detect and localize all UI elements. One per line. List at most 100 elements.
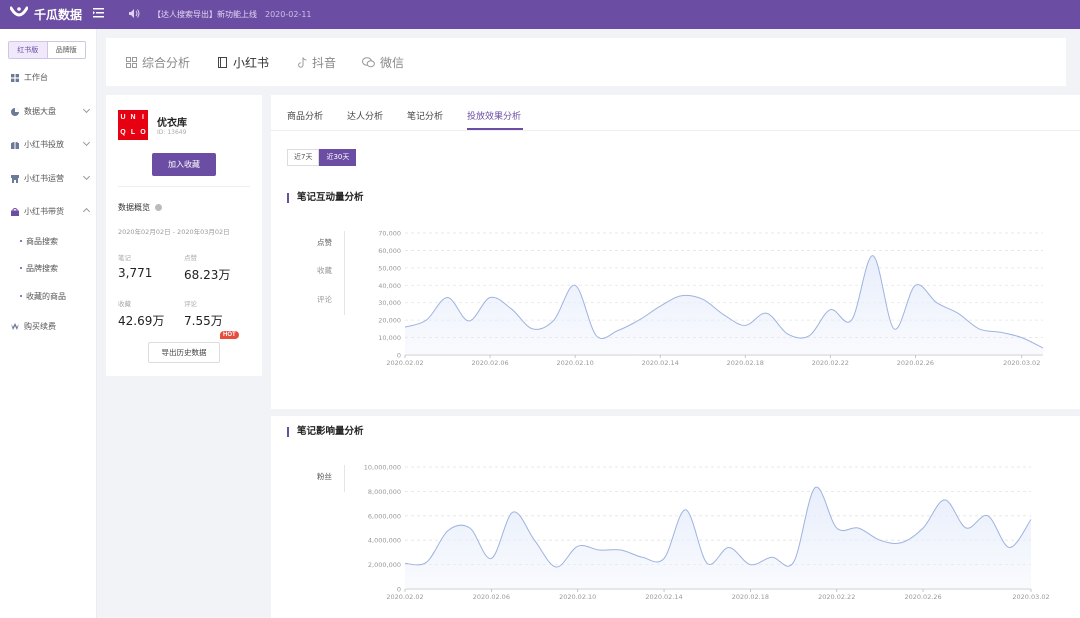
sidebar-item-label: 小红书投放 — [24, 140, 64, 149]
notice-banner[interactable]: 【达人搜索导出】新功能上线 2020-02-11 — [153, 9, 312, 20]
tab-douyin[interactable]: 抖音 — [298, 54, 336, 71]
x-tick-label: 2020.02.22 — [818, 593, 855, 601]
subtab-ad-performance[interactable]: 投放效果分析 — [467, 112, 522, 122]
date-range: 2020年02月02日 - 2020年03月02日 — [118, 228, 230, 236]
sidebar-item-label: 工作台 — [24, 73, 48, 82]
influence-chart-svg: 10,000,000 8,000,000 6,000,000 4,000,000 2,0… — [364, 464, 1050, 602]
tab-wechat[interactable]: 微信 — [362, 54, 404, 71]
sidebar-subitem-brand-search[interactable]: 品牌搜索 — [20, 264, 58, 273]
divider — [271, 130, 1080, 131]
tab-label: 小红书 — [233, 56, 270, 70]
top-bar: 千瓜数据 【达人搜索导出】新功能上线 2020-02-11 — [0, 0, 1080, 29]
range-30-days[interactable]: 近30天 — [319, 149, 357, 166]
x-tick-label: 2020.02.02 — [386, 593, 423, 601]
series-line[interactable] — [404, 255, 1044, 349]
stat-value: 3,771 — [118, 266, 153, 280]
add-favorite-button[interactable]: 加入收藏 — [152, 153, 216, 176]
pie-icon — [11, 107, 19, 116]
sidebar-item-workbench[interactable]: 工作台 — [11, 72, 91, 83]
logo-letter: O — [140, 129, 146, 136]
stat-value: 7.55万 — [184, 314, 223, 328]
store-icon — [11, 174, 19, 183]
y-tick-label: 2,000,000 — [368, 561, 401, 569]
sidebar-item-purchase[interactable]: 购买续费 — [11, 321, 91, 332]
x-tick-label: 2020.02.02 — [386, 359, 423, 367]
x-tick-label: 2020.02.06 — [471, 359, 508, 367]
y-tick-label: 20,000 — [378, 317, 401, 325]
notice-text: 【达人搜索导出】新功能上线 — [153, 10, 257, 19]
logo-letter: N — [130, 114, 136, 121]
x-tick-label: 2020.03.02 — [1012, 593, 1049, 601]
tab-overview[interactable]: 综合分析 — [126, 54, 190, 71]
y-tick-label: 70,000 — [378, 230, 401, 238]
tab-redbook[interactable]: 小红书 — [218, 54, 269, 71]
x-tick-label: 2020.02.14 — [645, 593, 682, 601]
x-tick-label: 2020.02.18 — [727, 359, 764, 367]
segment-redbook[interactable]: 红书版 — [9, 42, 48, 58]
metric-likes[interactable]: 点赞 — [317, 238, 332, 247]
interaction-chart-svg: 70,000 60,000 50,000 40,000 30,000 20,000 10,0… — [378, 230, 1044, 367]
x-tick-label: 2020.02.26 — [897, 359, 934, 367]
x-tick-label: 2020.02.26 — [904, 593, 941, 601]
sidebar-item-label: 小红书带货 — [24, 207, 64, 216]
chevron-down-icon — [82, 138, 91, 147]
brand-card: U N I Q L O 优衣库 ID: 13649 加入收藏 数据概览 2020… — [106, 95, 262, 376]
menu-toggle-icon[interactable] — [93, 8, 104, 18]
stat-value: 68.23万 — [184, 268, 231, 282]
range-7-days[interactable]: 近7天 — [287, 149, 320, 166]
stat-label: 评论 — [184, 300, 197, 308]
stat-label: 收藏 — [118, 300, 131, 308]
x-tick-label: 2020.02.22 — [812, 359, 849, 367]
interaction-chart: 70,000 60,000 50,000 40,000 30,000 20,000 10,0… — [353, 225, 1053, 375]
y-tick-label: 4,000,000 — [368, 537, 401, 545]
y-tick-label: 60,000 — [378, 247, 401, 255]
stat-value: 42.69万 — [118, 314, 165, 328]
y-tick-label: 40,000 — [378, 282, 401, 290]
speaker-icon — [129, 9, 140, 18]
subtab-product-analysis[interactable]: 商品分析 — [287, 112, 324, 122]
tab-label: 抖音 — [312, 56, 337, 70]
wechat-icon — [362, 57, 375, 68]
date-range-toggle: 近7天 近30天 — [287, 149, 357, 166]
series-area — [405, 487, 1031, 589]
subtab-note-analysis[interactable]: 笔记分析 — [407, 112, 444, 122]
sidebar-item-dashboard[interactable]: 数据大盘 — [11, 105, 91, 117]
divider — [118, 186, 250, 187]
help-icon[interactable] — [155, 204, 162, 211]
segment-brand[interactable]: 品牌版 — [55, 46, 77, 54]
sidebar-item-redbook-ads[interactable]: 小红书投放 — [11, 138, 91, 150]
metric-followers[interactable]: 粉丝 — [317, 472, 332, 481]
series-line[interactable] — [404, 487, 1032, 568]
platform-tabs: 综合分析 小红书 抖音 微信 — [106, 38, 1066, 86]
section-title-interaction: 笔记互动量分析 — [287, 193, 364, 203]
influence-chart: 10,000,000 8,000,000 6,000,000 4,000,000 2,0… — [353, 459, 1053, 609]
export-history-button[interactable]: 导出历史数据 — [148, 342, 220, 363]
sidebar-item-redbook-sales[interactable]: 小红书带货 — [11, 206, 91, 217]
section-separator — [271, 409, 1080, 416]
book-icon — [218, 57, 227, 68]
logo-letter: L — [130, 129, 136, 136]
x-tick-label: 2020.02.10 — [559, 593, 596, 601]
sidebar-subitem-saved-products[interactable]: 收藏的商品 — [20, 292, 66, 301]
subtab-influencer-analysis[interactable]: 达人分析 — [347, 112, 384, 122]
stat-label: 点赞 — [184, 254, 197, 262]
overview-title: 数据概览 — [118, 202, 162, 213]
sidebar-subitem-product-search[interactable]: 商品搜索 — [20, 237, 58, 246]
brand-id: ID: 13649 — [157, 129, 187, 136]
bag-icon — [11, 207, 19, 216]
sidebar-item-redbook-ops[interactable]: 小红书运营 — [11, 172, 91, 184]
y-tick-label: 6,000,000 — [368, 512, 401, 520]
y-tick-label: 10,000 — [378, 334, 401, 342]
y-tick-label: 0 — [397, 586, 401, 594]
metric-comments[interactable]: 评论 — [317, 295, 332, 304]
metric-collects[interactable]: 收藏 — [317, 266, 332, 275]
x-tick-label: 2020.02.06 — [473, 593, 510, 601]
logo-letter: I — [142, 114, 144, 121]
notice-date: 2020-02-11 — [265, 10, 312, 19]
tab-label: 综合分析 — [142, 56, 191, 70]
logo-text[interactable]: 千瓜数据 — [34, 8, 83, 22]
sidebar-item-label: 购买续费 — [24, 322, 56, 331]
y-tick-label: 30,000 — [378, 299, 401, 307]
divider — [344, 231, 345, 315]
tab-label: 微信 — [380, 56, 405, 70]
